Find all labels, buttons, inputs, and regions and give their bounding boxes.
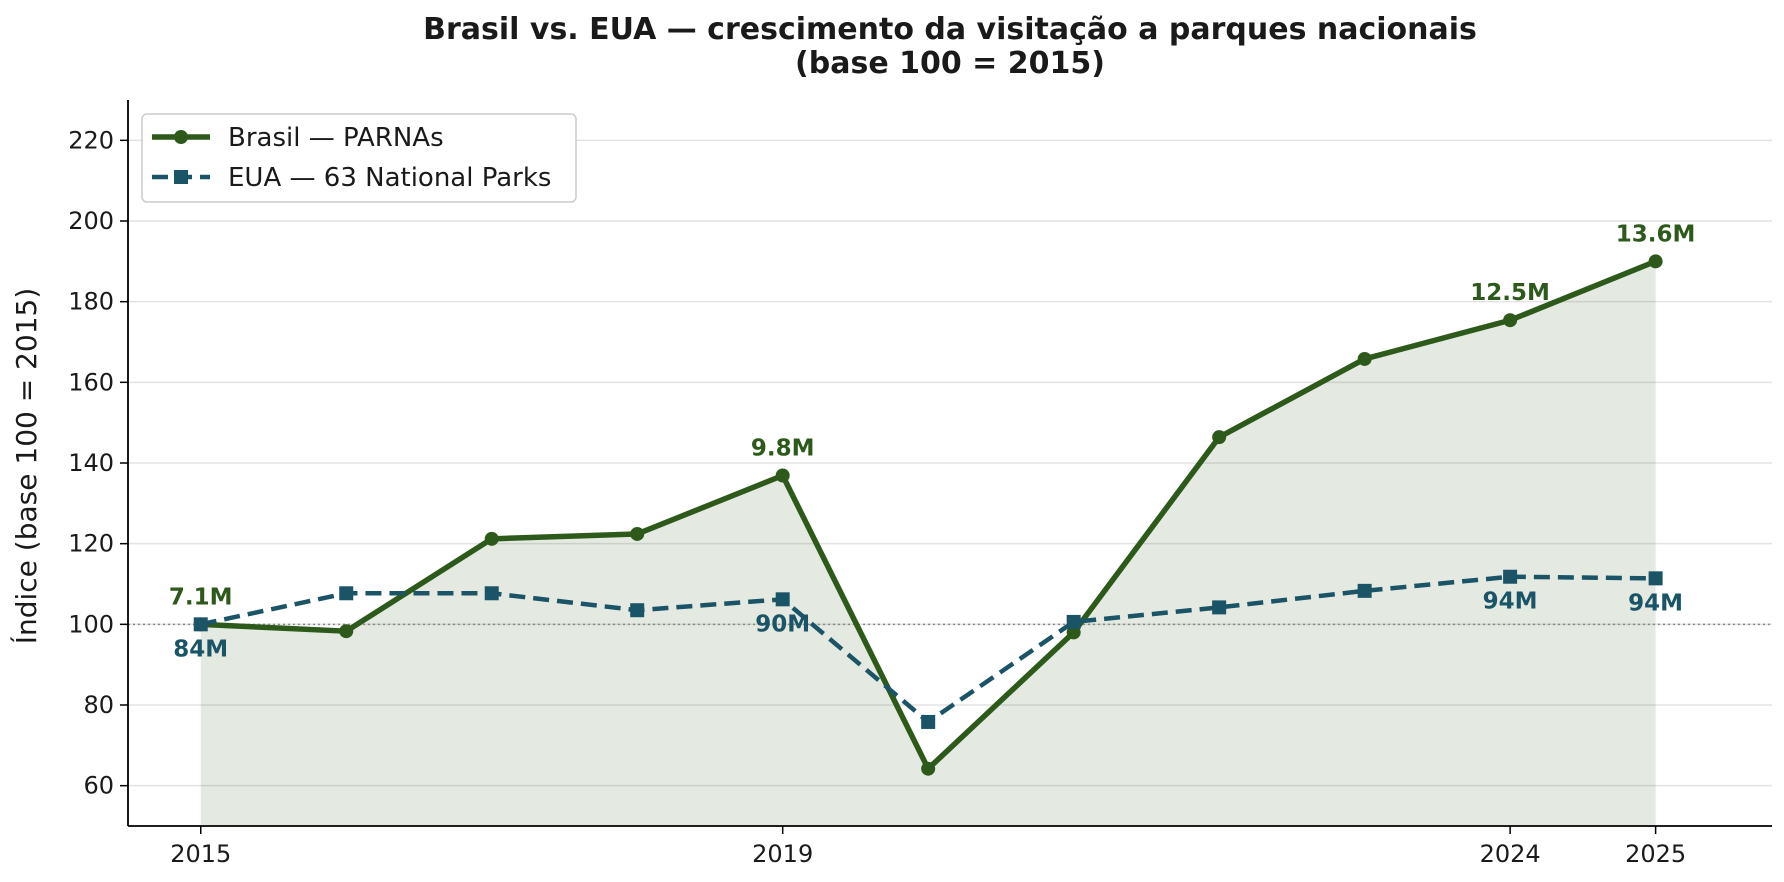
y-axis-label: Índice (base 100 = 2015): [9, 288, 43, 645]
y-tick-label: 220: [68, 126, 114, 154]
data-label: 94M: [1628, 590, 1683, 616]
data-label: 90M: [755, 611, 810, 637]
data-point: [630, 603, 645, 618]
y-tick-label: 200: [68, 207, 114, 235]
data-label: 7.1M: [169, 584, 233, 610]
y-tick-label: 80: [83, 691, 114, 719]
data-point: [1357, 583, 1372, 598]
data-point: [193, 617, 208, 632]
x-tick-label: 2015: [170, 840, 231, 868]
data-point: [1648, 571, 1663, 586]
legend-label: EUA — 63 National Parks: [228, 163, 551, 193]
data-point: [339, 624, 354, 639]
data-point: [1066, 614, 1081, 629]
data-point: [1503, 313, 1518, 328]
data-point: [775, 592, 790, 607]
data-label: 13.6M: [1616, 221, 1696, 247]
y-tick-label: 180: [68, 288, 114, 316]
data-point: [630, 526, 645, 541]
data-label: 12.5M: [1470, 280, 1550, 306]
y-tick-label: 160: [68, 368, 114, 396]
y-tick-label: 140: [68, 449, 114, 477]
chart-title: Brasil vs. EUA — crescimento da visitaçã…: [423, 12, 1477, 47]
data-label: 84M: [173, 636, 228, 662]
plot-area: 60 80 100 120 140 160 180 200 220 2015 2019 2024 202…: [68, 100, 1772, 868]
legend-marker: [174, 130, 188, 144]
data-point: [484, 586, 499, 601]
data-point: [1357, 351, 1372, 366]
data-point: [1648, 254, 1663, 269]
chart-subtitle: (base 100 = 2015): [795, 46, 1105, 81]
x-tick-label: 2025: [1625, 840, 1686, 868]
x-tick-label: 2019: [752, 840, 813, 868]
legend: Brasil — PARNAs EUA — 63 National Parks: [141, 113, 577, 203]
data-label: 94M: [1483, 589, 1538, 615]
data-point: [1212, 430, 1227, 445]
legend-label: Brasil — PARNAs: [228, 123, 444, 153]
data-point: [1212, 600, 1227, 615]
data-point: [484, 531, 499, 546]
x-tick-label: 2024: [1480, 840, 1541, 868]
data-point: [921, 714, 936, 729]
series-area-fill: [200, 261, 1656, 826]
data-point: [1503, 569, 1518, 584]
y-tick-label: 60: [83, 772, 114, 800]
y-tick-label: 120: [68, 530, 114, 558]
data-point: [921, 761, 936, 776]
data-point: [775, 468, 790, 483]
legend-marker: [174, 170, 188, 184]
data-point: [339, 586, 354, 601]
legend-box: [141, 113, 577, 203]
y-tick-label: 100: [68, 610, 114, 638]
data-label: 9.8M: [751, 436, 815, 462]
